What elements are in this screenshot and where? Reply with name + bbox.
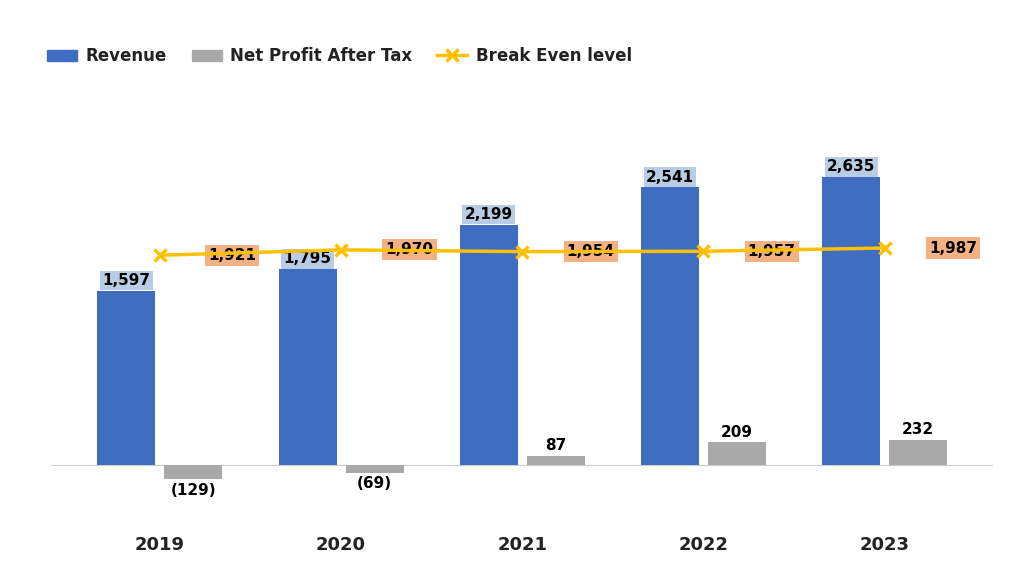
Text: 1,954: 1,954 bbox=[566, 244, 614, 259]
Text: 1,987: 1,987 bbox=[929, 241, 977, 256]
Bar bbox=[526, 456, 585, 465]
Text: 1,795: 1,795 bbox=[284, 251, 332, 266]
Text: Break Even Chart ($'000): Break Even Chart ($'000) bbox=[345, 43, 679, 67]
Text: 1,597: 1,597 bbox=[102, 273, 151, 288]
Text: (69): (69) bbox=[357, 476, 392, 491]
Text: 87: 87 bbox=[545, 438, 566, 453]
Text: 1,957: 1,957 bbox=[748, 244, 796, 259]
Bar bbox=[708, 443, 766, 465]
Bar bbox=[346, 465, 403, 473]
Bar bbox=[279, 269, 337, 465]
Text: 232: 232 bbox=[902, 422, 934, 437]
Text: (129): (129) bbox=[171, 482, 216, 497]
Text: 209: 209 bbox=[721, 425, 753, 440]
Text: 1,970: 1,970 bbox=[385, 242, 433, 257]
Text: 2,635: 2,635 bbox=[826, 159, 876, 174]
Bar bbox=[641, 188, 699, 465]
Bar bbox=[460, 225, 518, 465]
Text: 2,199: 2,199 bbox=[465, 207, 513, 222]
Text: 2,541: 2,541 bbox=[646, 170, 694, 185]
Legend: Revenue, Net Profit After Tax, Break Even level: Revenue, Net Profit After Tax, Break Eve… bbox=[41, 40, 639, 72]
Bar bbox=[165, 465, 222, 479]
Bar bbox=[822, 177, 880, 465]
Bar bbox=[889, 440, 947, 465]
Text: 1,921: 1,921 bbox=[208, 248, 256, 263]
Bar bbox=[97, 291, 156, 465]
